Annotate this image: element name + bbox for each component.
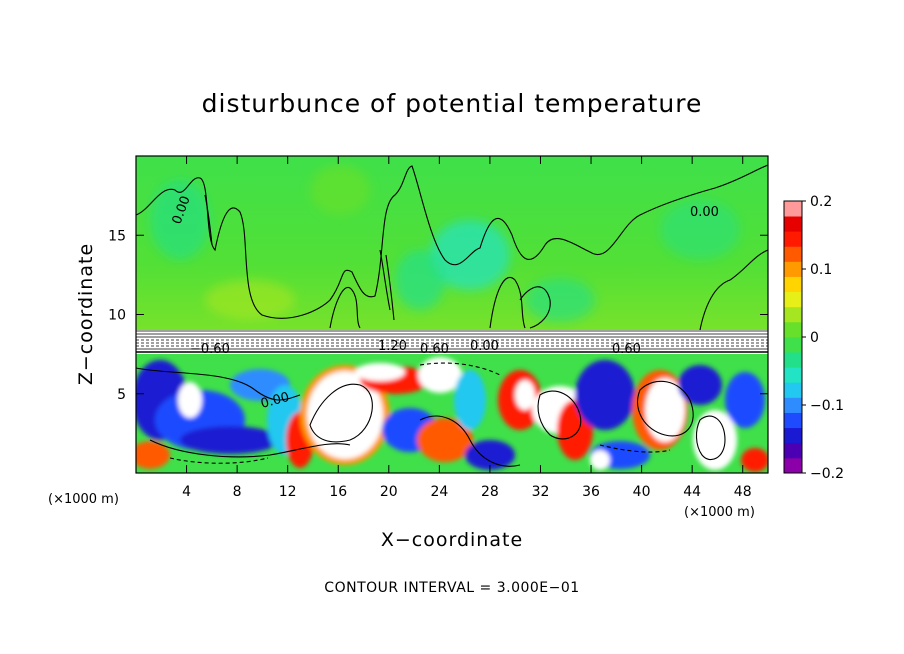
colorbar-ticks: 0.2 0.1 0 −0.1 −0.2: [802, 194, 844, 482]
heatmap-field: [136, 156, 768, 473]
colorbar-swatch: [784, 306, 802, 323]
colorbar-tick-label: −0.1: [810, 398, 844, 414]
colorbar-swatch: [784, 397, 802, 413]
x-tick-label: 40: [633, 484, 651, 500]
contour-label: 0.00: [470, 339, 499, 354]
x-unit-right: (×1000 m): [684, 505, 755, 520]
colorbar-swatch: [784, 442, 802, 459]
x-tick-label: 48: [734, 484, 752, 500]
colorbar-swatch: [784, 276, 802, 293]
colorbar-swatch: [784, 457, 802, 474]
colorbar-swatch: [784, 216, 802, 232]
contour-interval-note: CONTOUR INTERVAL = 3.000E−01: [324, 580, 579, 596]
x-unit-left: (×1000 m): [48, 492, 119, 507]
colorbar-swatch: [784, 321, 802, 338]
colorbar-tick-label: 0: [810, 330, 819, 346]
colorbar-swatch: [784, 201, 802, 217]
x-tick-label: 28: [481, 484, 499, 500]
x-tick-label: 32: [532, 484, 550, 500]
inversion-contours: [136, 330, 768, 353]
upper-field-texture: [150, 165, 740, 322]
contour-label: 1.20: [378, 339, 407, 354]
colorbar-swatch: [784, 291, 802, 308]
colorbar-tick-label: 0.2: [810, 194, 832, 210]
lower-field-eddies: [136, 357, 768, 472]
contour-lines: [136, 164, 768, 467]
colorbar-swatch: [784, 382, 802, 398]
contour-label: 0.60: [420, 342, 449, 357]
x-axis: 4 8 12 16 20 24 28 32 36 40 44 48: [182, 156, 752, 500]
x-tick-label: 20: [380, 484, 398, 500]
colorbar-swatch: [784, 412, 802, 429]
x-axis-label: X−coordinate: [381, 529, 523, 551]
y-axis: 5 10 15: [108, 228, 768, 403]
contour-label: −0.60: [190, 342, 230, 357]
y-tick-label: 10: [108, 308, 126, 324]
y-axis-label: Z−coordinate: [75, 243, 97, 385]
x-tick-label: 24: [430, 484, 448, 500]
chart-title: disturbunce of potential temperature: [202, 89, 703, 118]
colorbar: [783, 200, 803, 474]
contour-label-group: 0.00 0.00 0.00 0.00 −0.60 1.20 0.60 0.60: [170, 194, 719, 412]
colorbar-swatch: [784, 231, 802, 247]
x-tick-label: 36: [582, 484, 600, 500]
colorbar-swatch: [784, 367, 802, 383]
contour-label: 0.00: [259, 390, 291, 412]
x-tick-label: 44: [683, 484, 701, 500]
x-tick-label: 16: [329, 484, 347, 500]
y-tick-label: 5: [117, 387, 126, 403]
x-tick-label: 8: [233, 484, 242, 500]
colorbar-tick-label: 0.1: [810, 262, 832, 278]
colorbar-swatch: [784, 246, 802, 262]
contour-label: 0.60: [612, 342, 641, 357]
colorbar-swatch: [784, 337, 802, 353]
colorbar-tick-label: −0.2: [810, 466, 844, 482]
x-tick-label: 12: [279, 484, 297, 500]
colorbar-swatch: [784, 261, 802, 277]
y-tick-label: 15: [108, 228, 126, 244]
colorbar-swatch: [784, 352, 802, 368]
x-tick-label: 4: [182, 484, 191, 500]
colorbar-swatch: [784, 427, 802, 444]
contour-label: 0.00: [690, 205, 719, 220]
